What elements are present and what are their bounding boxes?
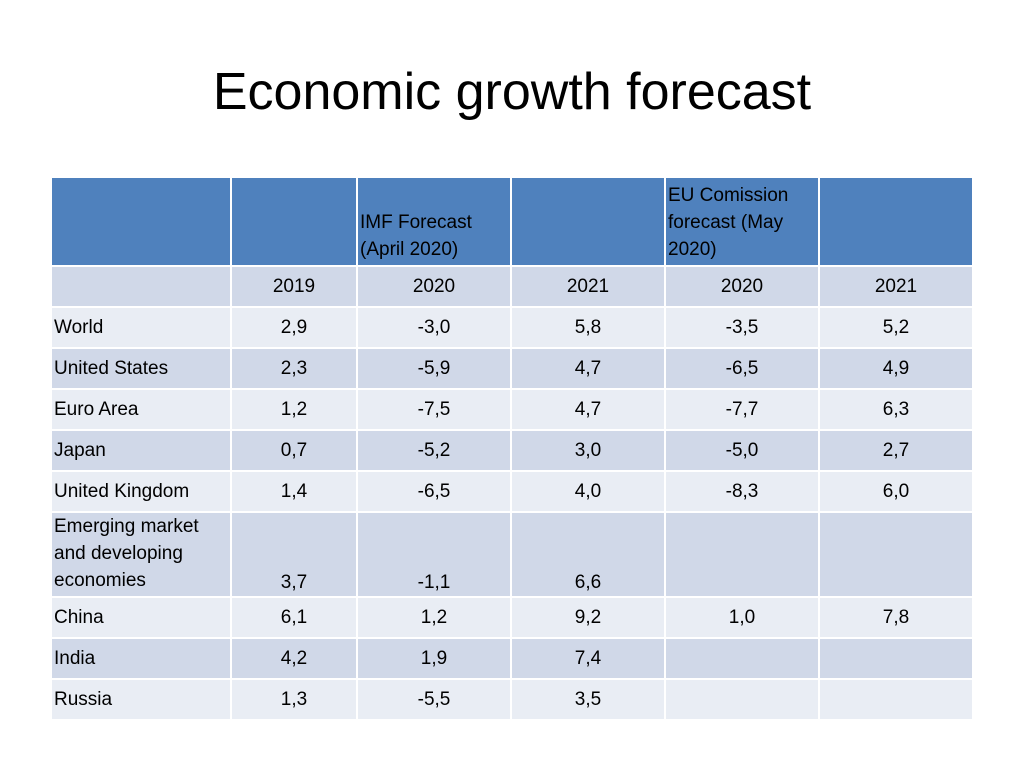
table-header-row: IMF Forecast (April 2020) EU Comission f… (52, 178, 972, 267)
value-cell: 4,7 (512, 349, 664, 390)
value-cell: -5,0 (666, 431, 818, 472)
value-cell: -7,5 (358, 390, 510, 431)
value-cell: -6,5 (358, 472, 510, 513)
year-cell: 2021 (512, 267, 664, 308)
value-cell: 1,4 (232, 472, 356, 513)
value-cell: 2,9 (232, 308, 356, 349)
value-cell (820, 639, 972, 680)
value-cell: 6,0 (820, 472, 972, 513)
value-cell (666, 513, 818, 598)
value-cell: 1,0 (666, 598, 818, 639)
header-cell-empty (232, 178, 356, 267)
value-cell: -1,1 (358, 513, 510, 598)
value-cell: 9,2 (512, 598, 664, 639)
value-cell: 3,7 (232, 513, 356, 598)
value-cell: 6,6 (512, 513, 664, 598)
value-cell: 2,3 (232, 349, 356, 390)
value-cell: 1,3 (232, 680, 356, 721)
value-cell: -5,5 (358, 680, 510, 721)
value-cell (820, 513, 972, 598)
row-label: World (52, 308, 230, 349)
value-cell: 7,8 (820, 598, 972, 639)
year-row: 2019 2020 2021 2020 2021 (52, 267, 972, 308)
value-cell: 4,7 (512, 390, 664, 431)
value-cell (666, 680, 818, 721)
value-cell (820, 680, 972, 721)
value-cell: 0,7 (232, 431, 356, 472)
slide-title: Economic growth forecast (212, 63, 812, 121)
value-cell (666, 639, 818, 680)
value-cell: 3,0 (512, 431, 664, 472)
header-cell-empty (820, 178, 972, 267)
forecast-table: IMF Forecast (April 2020) EU Comission f… (50, 178, 974, 721)
row-label: India (52, 639, 230, 680)
value-cell: 1,2 (232, 390, 356, 431)
value-cell: -5,9 (358, 349, 510, 390)
value-cell: -6,5 (666, 349, 818, 390)
value-cell: -8,3 (666, 472, 818, 513)
value-cell: 4,0 (512, 472, 664, 513)
header-cell-empty (52, 178, 230, 267)
table-row: United Kingdom 1,4 -6,5 4,0 -8,3 6,0 (52, 472, 972, 513)
value-cell: 5,2 (820, 308, 972, 349)
row-label: Russia (52, 680, 230, 721)
value-cell: 1,9 (358, 639, 510, 680)
row-label: Euro Area (52, 390, 230, 431)
header-imf-forecast: IMF Forecast (April 2020) (358, 178, 510, 267)
table-row: World 2,9 -3,0 5,8 -3,5 5,2 (52, 308, 972, 349)
value-cell: 1,2 (358, 598, 510, 639)
table-row: Euro Area 1,2 -7,5 4,7 -7,7 6,3 (52, 390, 972, 431)
row-label: United States (52, 349, 230, 390)
value-cell: 7,4 (512, 639, 664, 680)
table-row: India 4,2 1,9 7,4 (52, 639, 972, 680)
value-cell: -3,0 (358, 308, 510, 349)
table-row: Russia 1,3 -5,5 3,5 (52, 680, 972, 721)
year-cell: 2021 (820, 267, 972, 308)
header-cell-empty (512, 178, 664, 267)
table-row: China 6,1 1,2 9,2 1,0 7,8 (52, 598, 972, 639)
value-cell: 3,5 (512, 680, 664, 721)
table-row: United States 2,3 -5,9 4,7 -6,5 4,9 (52, 349, 972, 390)
value-cell: 6,3 (820, 390, 972, 431)
value-cell: -3,5 (666, 308, 818, 349)
year-cell: 2020 (666, 267, 818, 308)
table-row: Japan 0,7 -5,2 3,0 -5,0 2,7 (52, 431, 972, 472)
year-cell: 2019 (232, 267, 356, 308)
year-cell: 2020 (358, 267, 510, 308)
table-row: Emerging market and developing economies… (52, 513, 972, 598)
row-label: Japan (52, 431, 230, 472)
value-cell: 5,8 (512, 308, 664, 349)
header-eu-forecast: EU Comission forecast (May 2020) (666, 178, 818, 267)
row-label: Emerging market and developing economies (52, 513, 230, 598)
row-label: China (52, 598, 230, 639)
value-cell: -7,7 (666, 390, 818, 431)
year-cell-empty (52, 267, 230, 308)
value-cell: 4,9 (820, 349, 972, 390)
value-cell: 6,1 (232, 598, 356, 639)
value-cell: 2,7 (820, 431, 972, 472)
value-cell: -5,2 (358, 431, 510, 472)
row-label: United Kingdom (52, 472, 230, 513)
value-cell: 4,2 (232, 639, 356, 680)
